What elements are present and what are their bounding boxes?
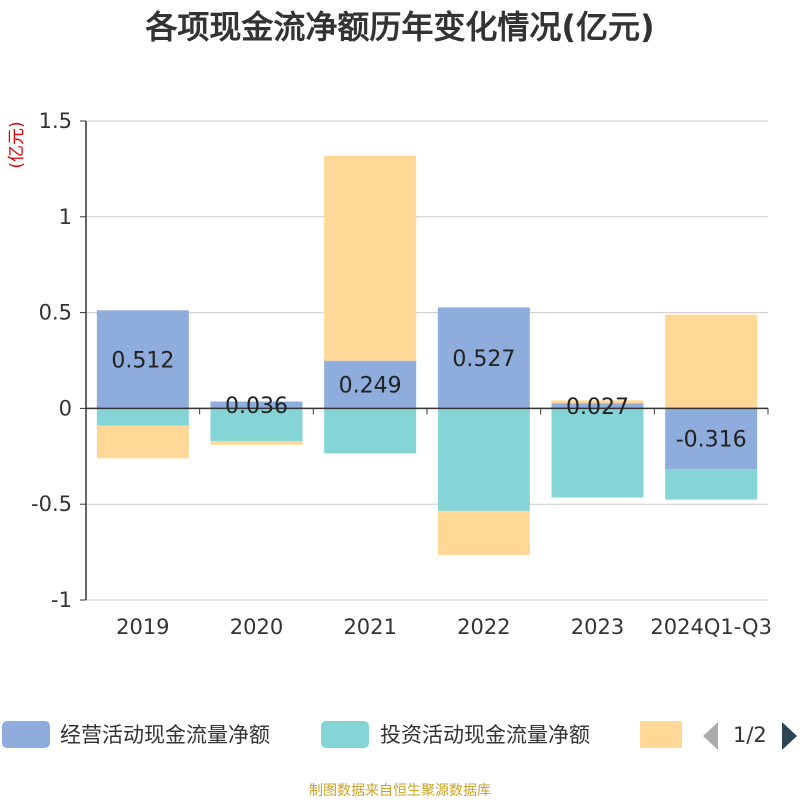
bar-segment[interactable] — [665, 468, 758, 500]
bar-segment[interactable] — [96, 408, 189, 426]
y-axis-unit: (亿元) — [7, 121, 27, 168]
legend-swatch-financing — [640, 721, 682, 748]
bar-segment[interactable] — [551, 403, 644, 409]
legend-swatch-operating — [2, 721, 50, 748]
bar-segment[interactable] — [210, 440, 303, 445]
data-label: 0.249 — [339, 374, 402, 399]
bar-segment[interactable] — [551, 408, 644, 498]
bar-segment[interactable] — [437, 408, 530, 511]
legend-label-investing: 投资活动现金流量净额 — [380, 723, 590, 747]
x-tick-label: 2024Q1-Q3 — [650, 615, 772, 639]
bar-segment[interactable] — [324, 360, 417, 409]
data-label: 0.527 — [452, 347, 515, 372]
legend-page-indicator: 1/2 — [733, 723, 767, 747]
legend-next-page-icon[interactable] — [782, 722, 797, 750]
y-tick-label: -0.5 — [31, 492, 72, 516]
y-tick-label: 0.5 — [39, 301, 72, 325]
data-label: -0.316 — [676, 428, 747, 453]
y-tick-label: -1 — [51, 588, 72, 612]
data-label: 0.036 — [225, 394, 288, 419]
bar-segment[interactable] — [551, 400, 644, 404]
data-label: 0.027 — [566, 395, 629, 420]
axes: 1.5 1 0.5 0 -0.5 -1 2019 2020 2021 2022 2023 2024Q1… — [31, 109, 772, 639]
bar-segment[interactable] — [665, 408, 758, 469]
bar-segment[interactable] — [96, 425, 189, 459]
chart-title: 各项现金流净额历年变化情况(亿元) — [145, 8, 654, 46]
bar-segment[interactable] — [665, 314, 758, 409]
legend-label-operating: 经营活动现金流量净额 — [60, 723, 270, 747]
x-tick-label: 2022 — [457, 615, 510, 639]
y-tick-label: 1 — [59, 205, 72, 229]
legend-item-investing[interactable]: 投资活动现金流量净额 — [321, 721, 590, 748]
x-tick-label: 2019 — [116, 615, 169, 639]
bar-segment[interactable] — [210, 401, 303, 409]
legend: 经营活动现金流量净额 投资活动现金流量净额 1/2 — [2, 721, 797, 750]
x-tick-label: 2023 — [571, 615, 624, 639]
x-tick-label: 2021 — [343, 615, 396, 639]
bar-segment[interactable] — [437, 307, 530, 409]
bar-layer — [96, 155, 758, 555]
source-note: 制图数据来自恒生聚源数据库 — [309, 783, 491, 799]
data-label-layer: 0.512 0.036 0.249 0.527 0.027 -0.316 — [111, 347, 746, 453]
x-tick-label: 2020 — [230, 615, 283, 639]
legend-prev-page-icon[interactable] — [703, 722, 718, 750]
bar-segment[interactable] — [324, 155, 417, 361]
y-tick-label: 0 — [59, 396, 72, 420]
bar-segment[interactable] — [210, 408, 303, 441]
legend-swatch-investing — [321, 721, 369, 748]
bar-segment[interactable] — [96, 310, 189, 409]
data-label: 0.512 — [111, 348, 174, 373]
legend-item-financing[interactable] — [640, 721, 682, 748]
bar-segment[interactable] — [437, 510, 530, 555]
legend-item-operating[interactable]: 经营活动现金流量净额 — [2, 721, 270, 748]
bar-segment[interactable] — [324, 408, 417, 454]
y-tick-label: 1.5 — [39, 109, 72, 133]
